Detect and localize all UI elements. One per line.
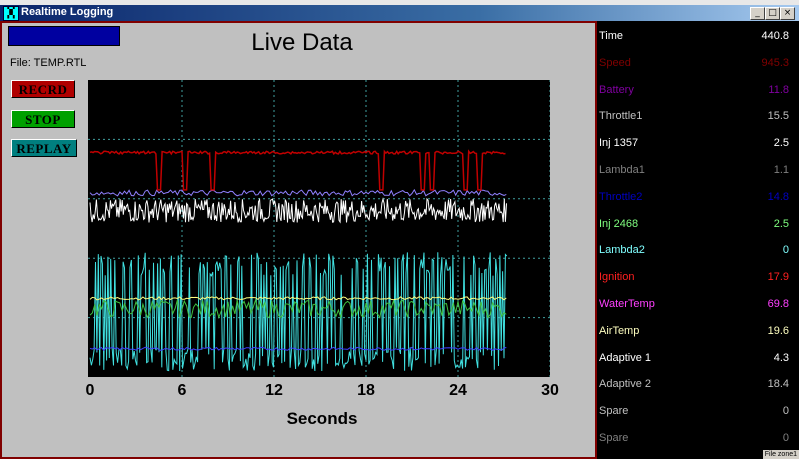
readout-row: WaterTemp 69.8 bbox=[599, 291, 789, 317]
readout-row: Throttle2 14.8 bbox=[599, 184, 789, 210]
readout-label: Adaptive 1 bbox=[599, 351, 651, 364]
readout-label: Spare bbox=[599, 432, 629, 444]
maximize-button[interactable]: □ bbox=[765, 7, 780, 20]
readout-label: Ignition bbox=[599, 271, 635, 284]
graph-app-icon: ▚▞ ▞▚ bbox=[3, 6, 19, 21]
series-line bbox=[89, 188, 507, 197]
readout-label: Lambda2 bbox=[599, 244, 645, 257]
readout-row: Battery 11.8 bbox=[599, 77, 789, 103]
readout-label: AirTemp bbox=[599, 324, 640, 337]
readout-value: 1.1 bbox=[773, 164, 789, 176]
readout-value: 2.5 bbox=[773, 217, 789, 230]
x-tick-label: 18 bbox=[357, 382, 375, 399]
readout-label: Spare bbox=[599, 405, 629, 418]
readout-value: 2.5 bbox=[773, 137, 789, 150]
readout-value: 18.4 bbox=[767, 378, 789, 391]
readout-label: Inj 1357 bbox=[599, 137, 639, 150]
readout-value: 11.8 bbox=[768, 83, 789, 96]
page-title: Live Data bbox=[251, 29, 353, 56]
live-data-panel: Live Data File: TEMP.RTL RECRD STOP REPL… bbox=[0, 21, 597, 459]
series-line bbox=[89, 149, 506, 191]
window-title: Realtime Logging bbox=[21, 6, 114, 18]
readout-label: Inj 2468 bbox=[599, 217, 639, 230]
readout-row: Spare 0 bbox=[599, 425, 789, 451]
record-button[interactable]: RECRD bbox=[11, 80, 75, 98]
readout-value: 440.8 bbox=[761, 30, 789, 42]
status-tag: File zone1 bbox=[762, 450, 799, 459]
window-titlebar[interactable]: ▚▞ ▞▚ Realtime Logging _ □ × bbox=[0, 5, 799, 21]
series-line bbox=[89, 346, 507, 352]
stop-button[interactable]: STOP bbox=[11, 110, 75, 128]
x-tick-label: 6 bbox=[177, 382, 187, 399]
x-tick-label: 24 bbox=[449, 382, 467, 399]
readout-value: 69.8 bbox=[767, 298, 789, 310]
readout-row: Spare 0 bbox=[599, 398, 789, 424]
x-tick-label: 30 bbox=[541, 382, 559, 399]
readout-label: Battery bbox=[599, 83, 634, 96]
chart-canvas bbox=[88, 80, 550, 377]
replay-button[interactable]: REPLAY bbox=[11, 139, 77, 157]
x-tick-label: 0 bbox=[85, 382, 95, 399]
readout-value: 0 bbox=[782, 405, 789, 418]
readout-value: 19.6 bbox=[767, 324, 789, 337]
readout-value: 945.3 bbox=[761, 56, 789, 69]
readout-row: AirTemp 19.6 bbox=[599, 318, 789, 344]
readout-row: Lambda1 1.1 bbox=[599, 157, 789, 183]
x-tick-label: 12 bbox=[265, 382, 283, 399]
live-chart bbox=[88, 80, 550, 377]
readout-value: 15.5 bbox=[767, 110, 789, 123]
readout-row: Ignition 17.9 bbox=[599, 264, 789, 290]
readout-value: 0 bbox=[782, 432, 789, 444]
readout-row: Speed 945.3 bbox=[599, 50, 789, 76]
series-line bbox=[89, 197, 507, 224]
readout-label: WaterTemp bbox=[599, 298, 655, 310]
readout-row: Adaptive 1 4.3 bbox=[599, 345, 789, 371]
readout-row: Inj 1357 2.5 bbox=[599, 130, 789, 156]
minimize-button[interactable]: _ bbox=[750, 7, 765, 20]
readout-row: Time 440.8 bbox=[599, 23, 789, 49]
readout-row: Throttle1 15.5 bbox=[599, 103, 789, 129]
series-line bbox=[89, 252, 508, 372]
readout-value: 0 bbox=[782, 244, 789, 257]
readout-label: Speed bbox=[599, 56, 631, 69]
readout-row: Adaptive 2 18.4 bbox=[599, 371, 789, 397]
readout-row: Inj 2468 2.5 bbox=[599, 211, 789, 237]
series-line bbox=[89, 296, 507, 301]
readout-value: 17.9 bbox=[767, 271, 789, 284]
readout-label: Time bbox=[599, 30, 624, 42]
x-axis-label: Seconds bbox=[286, 409, 358, 428]
readout-value: 4.3 bbox=[773, 351, 789, 364]
readout-row: Lambda2 0 bbox=[599, 237, 789, 263]
readout-label: Lambda1 bbox=[599, 164, 645, 176]
readout-label: Throttle2 bbox=[599, 190, 643, 203]
status-bar-indicator bbox=[8, 26, 120, 46]
close-button[interactable]: × bbox=[780, 7, 795, 20]
readout-value: 14.8 bbox=[767, 190, 789, 203]
series-line bbox=[89, 298, 507, 320]
readout-label: Adaptive 2 bbox=[599, 378, 651, 391]
channel-readout-panel: Time 440.8 Speed 945.3 Battery 11.8 Throttle1 1… bbox=[597, 21, 799, 459]
readout-label: Throttle1 bbox=[599, 110, 643, 123]
file-label: File: TEMP.RTL bbox=[10, 57, 87, 69]
